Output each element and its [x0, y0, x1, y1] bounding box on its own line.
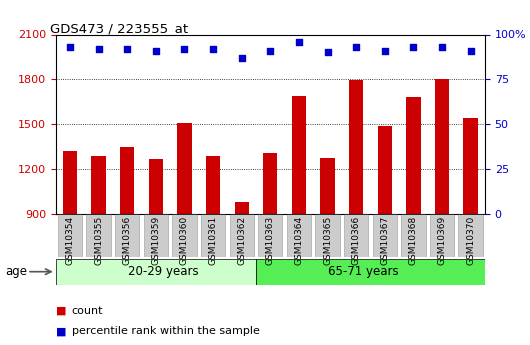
Text: GSM10356: GSM10356: [123, 216, 131, 265]
Point: [180, 46, 189, 52]
FancyBboxPatch shape: [373, 214, 397, 257]
Bar: [92, 156, 106, 214]
Bar: [435, 79, 449, 214]
FancyBboxPatch shape: [58, 214, 82, 257]
Point: [123, 46, 131, 52]
Text: GSM10365: GSM10365: [323, 216, 332, 265]
FancyBboxPatch shape: [172, 214, 197, 257]
FancyBboxPatch shape: [115, 214, 139, 257]
Text: 65-71 years: 65-71 years: [328, 265, 399, 278]
Point: [66, 44, 74, 50]
Text: GSM10367: GSM10367: [381, 216, 389, 265]
Text: GSM10364: GSM10364: [295, 216, 303, 265]
FancyBboxPatch shape: [401, 214, 426, 257]
Text: percentile rank within the sample: percentile rank within the sample: [72, 326, 259, 336]
Point: [152, 48, 160, 53]
Text: GSM10355: GSM10355: [94, 216, 103, 265]
Text: GSM10368: GSM10368: [409, 216, 418, 265]
FancyBboxPatch shape: [229, 214, 254, 257]
Point: [209, 46, 217, 52]
FancyBboxPatch shape: [458, 214, 483, 257]
Point: [409, 44, 418, 50]
Bar: [63, 151, 77, 214]
FancyBboxPatch shape: [86, 214, 111, 257]
Point: [94, 46, 103, 52]
Text: ■: ■: [56, 326, 66, 336]
Bar: [178, 123, 192, 214]
FancyBboxPatch shape: [201, 214, 225, 257]
Point: [237, 55, 246, 61]
Text: GSM10362: GSM10362: [237, 216, 246, 265]
Text: GSM10360: GSM10360: [180, 216, 189, 265]
Bar: [120, 147, 135, 214]
FancyBboxPatch shape: [344, 214, 368, 257]
Point: [466, 48, 475, 53]
Text: GSM10369: GSM10369: [438, 216, 446, 265]
FancyBboxPatch shape: [256, 259, 485, 285]
Point: [352, 44, 360, 50]
FancyBboxPatch shape: [287, 214, 311, 257]
Bar: [235, 202, 249, 214]
FancyBboxPatch shape: [430, 214, 454, 257]
Text: GSM10366: GSM10366: [352, 216, 360, 265]
Bar: [148, 159, 163, 214]
Bar: [407, 97, 421, 214]
Bar: [292, 96, 306, 214]
FancyBboxPatch shape: [56, 259, 256, 285]
Text: GSM10359: GSM10359: [152, 216, 160, 265]
FancyBboxPatch shape: [144, 214, 168, 257]
FancyBboxPatch shape: [315, 214, 340, 257]
Bar: [206, 156, 220, 214]
Bar: [321, 158, 335, 214]
Bar: [263, 152, 278, 214]
Text: count: count: [72, 306, 103, 315]
Text: age: age: [5, 265, 28, 278]
Text: GSM10363: GSM10363: [266, 216, 275, 265]
Text: GSM10354: GSM10354: [66, 216, 74, 265]
FancyBboxPatch shape: [258, 214, 282, 257]
Text: 20-29 years: 20-29 years: [128, 265, 198, 278]
Point: [381, 48, 389, 53]
Text: GDS473 / 223555_at: GDS473 / 223555_at: [50, 22, 189, 36]
Text: GSM10361: GSM10361: [209, 216, 217, 265]
Bar: [464, 118, 478, 214]
Point: [266, 48, 275, 53]
Text: ■: ■: [56, 306, 66, 315]
Point: [438, 44, 446, 50]
Bar: [378, 126, 392, 214]
Point: [323, 50, 332, 55]
Text: GSM10370: GSM10370: [466, 216, 475, 265]
Bar: [349, 80, 364, 214]
Point: [295, 39, 303, 45]
